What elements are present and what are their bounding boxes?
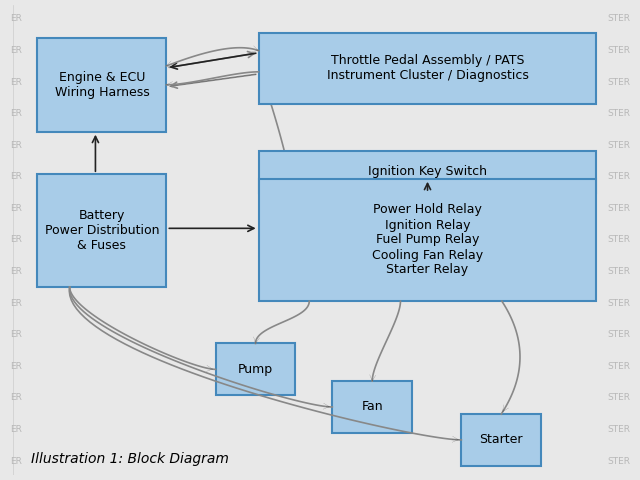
FancyBboxPatch shape: [216, 344, 296, 395]
Text: Power Hold Relay
Ignition Relay
Fuel Pump Relay
Cooling Fan Relay
Starter Relay: Power Hold Relay Ignition Relay Fuel Pum…: [372, 204, 483, 276]
Text: ER: ER: [10, 267, 22, 276]
Text: STER: STER: [607, 46, 630, 55]
Text: Battery
Power Distribution
& Fuses: Battery Power Distribution & Fuses: [45, 209, 159, 252]
Text: ER: ER: [10, 78, 22, 86]
FancyBboxPatch shape: [461, 414, 541, 466]
Text: STER: STER: [607, 425, 630, 434]
Text: ER: ER: [10, 394, 22, 402]
Text: STER: STER: [607, 14, 630, 24]
Text: Engine & ECU
Wiring Harness: Engine & ECU Wiring Harness: [54, 71, 149, 99]
Text: STER: STER: [607, 109, 630, 118]
FancyBboxPatch shape: [259, 151, 596, 193]
Text: ER: ER: [10, 14, 22, 24]
Text: STER: STER: [607, 78, 630, 86]
Text: ER: ER: [10, 204, 22, 213]
Text: Illustration 1: Block Diagram: Illustration 1: Block Diagram: [31, 453, 229, 467]
Text: Throttle Pedal Assembly / PATS
Instrument Cluster / Diagnostics: Throttle Pedal Assembly / PATS Instrumen…: [326, 54, 529, 82]
Text: ER: ER: [10, 46, 22, 55]
Text: Starter: Starter: [479, 433, 523, 446]
Text: ER: ER: [10, 109, 22, 118]
FancyBboxPatch shape: [37, 38, 166, 132]
FancyBboxPatch shape: [259, 179, 596, 301]
Text: STER: STER: [607, 204, 630, 213]
Text: ER: ER: [10, 236, 22, 244]
Text: STER: STER: [607, 236, 630, 244]
Text: ER: ER: [10, 425, 22, 434]
Text: STER: STER: [607, 172, 630, 181]
Text: STER: STER: [607, 267, 630, 276]
FancyBboxPatch shape: [332, 381, 412, 433]
Text: ER: ER: [10, 299, 22, 308]
Text: ER: ER: [10, 362, 22, 371]
Text: ER: ER: [10, 456, 22, 466]
Text: Ignition Key Switch: Ignition Key Switch: [368, 165, 487, 178]
Text: STER: STER: [607, 330, 630, 339]
Text: STER: STER: [607, 362, 630, 371]
Text: Pump: Pump: [238, 363, 273, 376]
Text: STER: STER: [607, 299, 630, 308]
Text: ER: ER: [10, 172, 22, 181]
Text: STER: STER: [607, 456, 630, 466]
Text: ER: ER: [10, 141, 22, 150]
FancyBboxPatch shape: [259, 33, 596, 104]
FancyBboxPatch shape: [37, 174, 166, 287]
Text: STER: STER: [607, 394, 630, 402]
Text: ER: ER: [10, 330, 22, 339]
Text: STER: STER: [607, 141, 630, 150]
Text: Fan: Fan: [362, 400, 383, 413]
